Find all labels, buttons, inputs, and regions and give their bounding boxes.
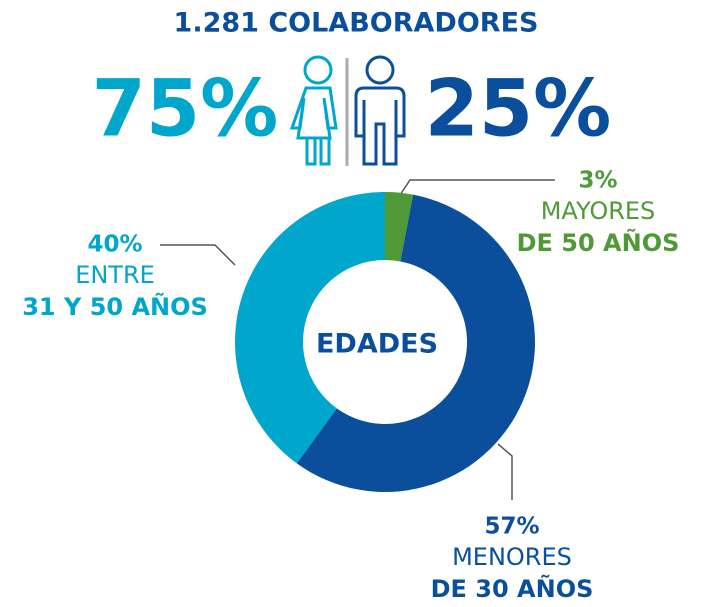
slice xyxy=(296,194,536,492)
men-percent: 25% xyxy=(425,64,612,154)
slice xyxy=(235,191,385,464)
leader-line xyxy=(399,179,555,196)
category-label: MAYORES xyxy=(541,197,656,225)
title: 1.281 COLABORADORES xyxy=(174,8,539,39)
woman-icon xyxy=(289,55,338,166)
labels: 3% MAYORES DE 50 AÑOS 57% MENORES DE 30 AÑOS 4… xyxy=(22,168,679,604)
center-label: EDADES xyxy=(316,329,438,360)
women-percent: 75% xyxy=(92,64,279,154)
leader-line xyxy=(160,244,236,266)
value-label: 57% xyxy=(484,514,539,540)
category-label: MENORES xyxy=(452,543,572,571)
donut xyxy=(235,191,536,492)
category-label: DE 30 AÑOS xyxy=(431,574,594,603)
value-label: 3% xyxy=(578,168,617,194)
slice xyxy=(385,192,414,262)
value-label: 40% xyxy=(87,232,142,258)
leader-line xyxy=(497,443,513,500)
category-label: ENTRE xyxy=(75,261,155,289)
category-label: 31 Y 50 AÑOS xyxy=(22,292,208,321)
category-label: DE 50 AÑOS xyxy=(517,228,680,257)
man-icon xyxy=(354,55,406,166)
